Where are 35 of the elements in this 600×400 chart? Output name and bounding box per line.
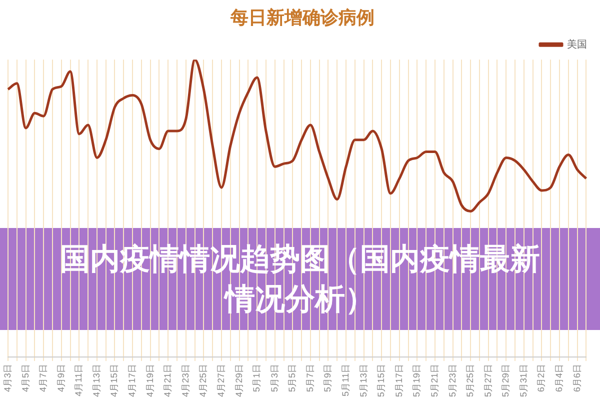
- x-tick-label: 4月21日: [162, 364, 173, 398]
- x-tick-label: 5月31日: [518, 364, 528, 398]
- x-tick-label: 5月11日: [340, 364, 351, 396]
- x-tick-label: 5月7日: [304, 364, 315, 392]
- x-tick-label: 4月27日: [216, 364, 226, 398]
- x-tick-label: 6月4日: [554, 364, 564, 392]
- x-tick-label: 5月9日: [322, 364, 333, 392]
- x-tick-label: 5月21日: [429, 364, 440, 398]
- x-tick-label: 5月3日: [269, 364, 280, 392]
- x-tick-label: 4月7日: [38, 364, 48, 392]
- x-tick-label: 4月25日: [198, 364, 208, 398]
- x-tick-label: 6月2日: [536, 364, 546, 392]
- x-tick-label: 4月13日: [91, 364, 102, 398]
- legend-label: 美国: [567, 38, 587, 50]
- x-tick-label: 4月9日: [56, 364, 66, 392]
- x-tick-label: 5月17日: [394, 364, 404, 398]
- x-tick-label: 4月15日: [109, 364, 120, 398]
- x-tick-label: 4月19日: [144, 364, 155, 398]
- x-tick-label: 6月6日: [572, 364, 582, 392]
- chart-title: 每日新增确诊病例: [230, 7, 374, 28]
- x-tick-label: 5月1日: [252, 364, 262, 392]
- x-tick-label: 5月15日: [376, 364, 386, 398]
- x-tick-label: 4月29日: [234, 364, 244, 398]
- x-tick-label: 5月25日: [465, 364, 476, 398]
- x-tick-label: 4月3日: [2, 364, 12, 392]
- x-tick-label: 4月11日: [74, 364, 84, 396]
- x-tick-label: 4月23日: [180, 364, 190, 398]
- x-tick-label: 5月27日: [482, 364, 493, 398]
- x-tick-label: 5月13日: [358, 364, 368, 398]
- x-tick-label: 4月5日: [20, 364, 30, 392]
- x-tick-label: 5月29日: [500, 364, 511, 398]
- x-tick-label: 5月5日: [287, 364, 298, 392]
- x-tick-label: 5月19日: [412, 364, 422, 398]
- x-tick-label: 5月23日: [447, 364, 458, 398]
- x-tick-label: 4月17日: [127, 364, 138, 398]
